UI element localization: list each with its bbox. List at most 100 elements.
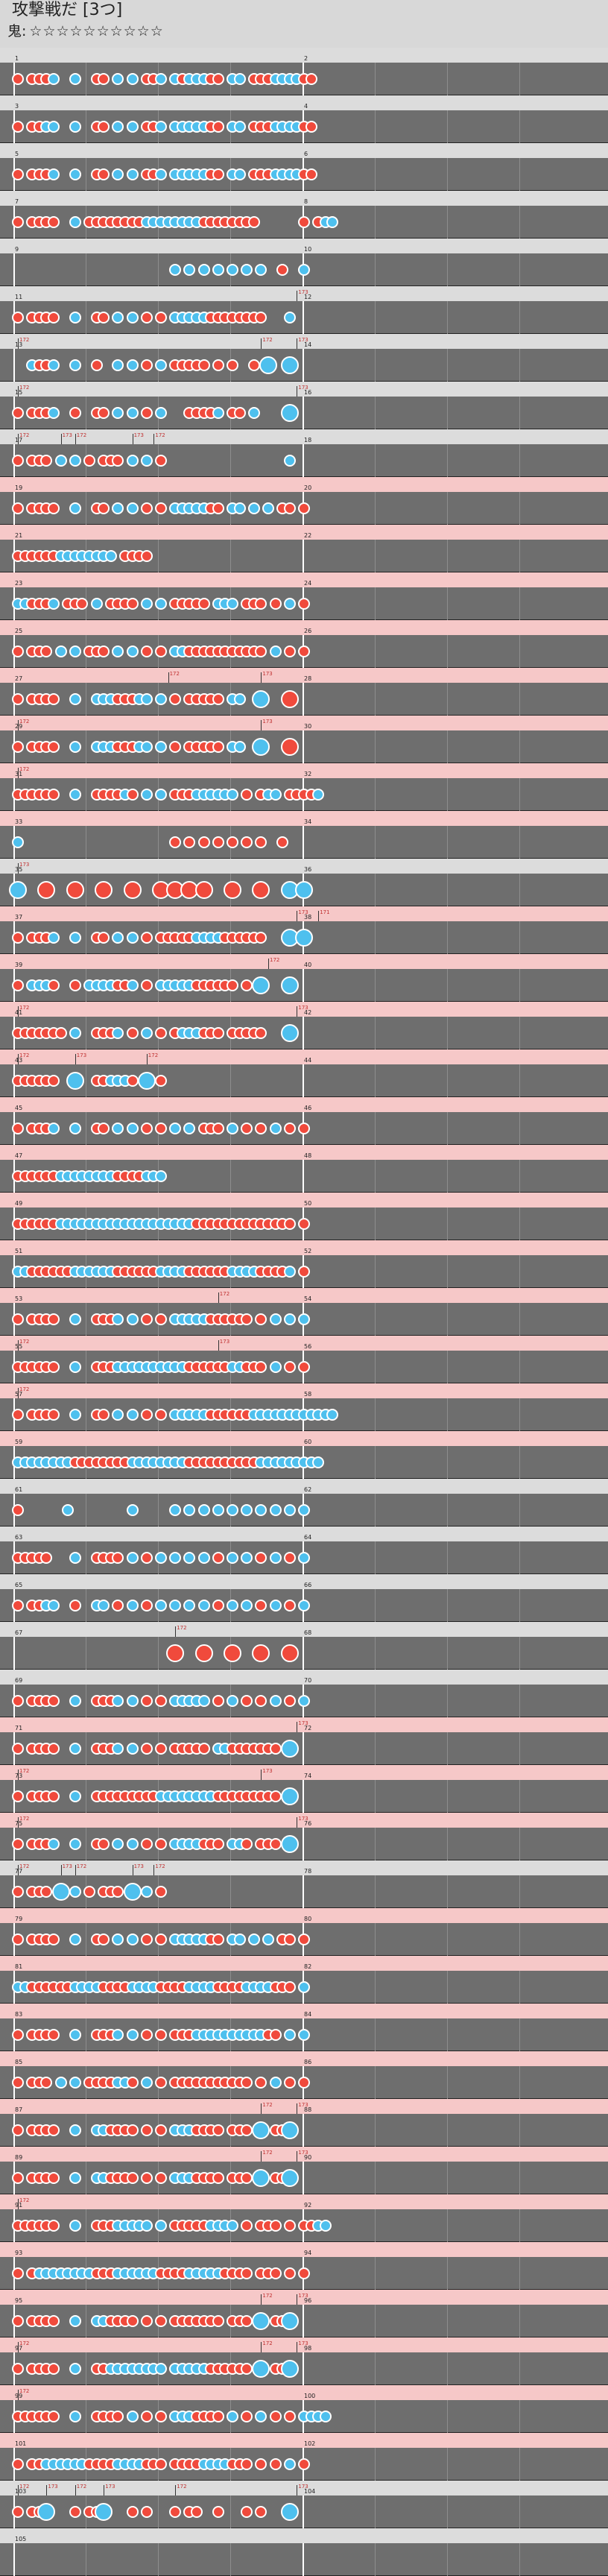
bpm-label: 172	[262, 2293, 273, 2299]
ka-note	[298, 1504, 310, 1516]
don-note	[12, 2506, 24, 2518]
ka-note	[126, 1123, 139, 1134]
ka-note	[140, 455, 153, 467]
don-note	[48, 2411, 60, 2422]
don-note	[12, 932, 24, 944]
chart-row: 81 82	[0, 1956, 608, 2004]
don-note	[12, 168, 24, 180]
beat-line	[519, 2257, 520, 2290]
ka-note	[126, 407, 139, 419]
beat-line	[375, 2162, 376, 2194]
beat-line	[519, 635, 520, 668]
chart-row: 35 36 173	[0, 859, 608, 906]
don-note	[298, 1933, 310, 1945]
ka-note	[112, 168, 124, 180]
don-note	[12, 2077, 24, 2089]
gogo-band	[0, 716, 608, 730]
ka-note	[155, 359, 167, 371]
ka-note	[227, 2411, 238, 2422]
beat-line	[375, 1017, 376, 1049]
bpm-marker	[18, 434, 19, 444]
don-note	[98, 932, 110, 944]
don-note	[48, 502, 60, 514]
ka-note	[269, 1504, 282, 1516]
ka-note	[48, 1123, 60, 1134]
barline	[303, 2352, 304, 2385]
don-note	[283, 1600, 296, 1611]
gogo-band	[0, 763, 608, 778]
don-note	[212, 1933, 224, 1945]
bpm-label: 172	[262, 2150, 273, 2156]
don-note	[155, 1027, 167, 1039]
don-note	[140, 2124, 153, 2136]
don-note	[140, 312, 153, 323]
beat-line	[447, 2162, 448, 2194]
don-note	[48, 1361, 60, 1373]
chart-row: 105	[0, 2528, 608, 2576]
don-note	[140, 359, 153, 371]
ka-note	[69, 1313, 81, 1325]
big-don-note	[66, 881, 84, 899]
beat-line	[375, 2257, 376, 2290]
chart-row: 29 30 172 173	[0, 716, 608, 763]
don-note	[12, 1790, 24, 1802]
don-note	[48, 2172, 60, 2184]
chart-row: 65 66	[0, 1574, 608, 1622]
barline	[303, 1780, 304, 1813]
ka-note	[69, 1886, 81, 1898]
ka-note	[212, 264, 224, 276]
chart-row: 75 76 172 173	[0, 1813, 608, 1860]
measure-number: 11	[15, 294, 23, 300]
barline	[303, 1064, 304, 1097]
beat-line	[375, 1398, 376, 1431]
bpm-label: 172	[177, 2484, 187, 2490]
beat-line	[375, 969, 376, 1002]
don-note	[233, 407, 246, 419]
chart-row: 9 10	[0, 239, 608, 286]
ka-note	[69, 1361, 81, 1373]
don-note	[48, 1075, 60, 1087]
beat-line	[375, 2305, 376, 2337]
bpm-label: 172	[155, 1863, 165, 1869]
measure-number: 29	[15, 723, 23, 730]
don-note	[12, 2267, 24, 2279]
ka-note	[155, 1552, 167, 1564]
measure-number: 47	[15, 1152, 23, 1159]
don-note	[112, 455, 124, 467]
beat-line	[447, 1875, 448, 1908]
ka-note	[69, 693, 81, 705]
beat-line	[519, 2448, 520, 2481]
beat-line	[519, 63, 520, 95]
bpm-label: 173	[298, 1005, 308, 1011]
measure-number: 18	[304, 437, 312, 443]
big-ka-note	[280, 976, 299, 994]
beat-line	[447, 2496, 448, 2528]
bpm-marker	[18, 1770, 19, 1780]
ka-note	[269, 1600, 282, 1611]
bpm-marker	[18, 1388, 19, 1398]
beat-line	[447, 2352, 448, 2385]
big-don-note	[224, 1644, 241, 1662]
don-note	[98, 502, 110, 514]
beat-line	[519, 2352, 520, 2385]
beat-line	[375, 2496, 376, 2528]
bpm-label: 173	[298, 2150, 308, 2156]
ka-note	[183, 264, 196, 276]
don-note	[69, 407, 81, 419]
big-ka-note	[280, 356, 299, 374]
measure-number: 40	[304, 962, 312, 968]
measure-number: 45	[15, 1105, 23, 1111]
ka-note	[104, 550, 117, 562]
beat-line	[230, 2543, 231, 2576]
bpm-label: 172	[19, 766, 30, 772]
ka-note	[155, 73, 167, 85]
ka-note	[69, 1743, 81, 1755]
measure-number: 25	[15, 628, 23, 634]
bpm-marker	[218, 1340, 219, 1351]
beat-line	[447, 969, 448, 1002]
beat-line	[447, 206, 448, 239]
measure-number: 36	[304, 866, 312, 873]
chart-row: 69 70	[0, 1670, 608, 1717]
